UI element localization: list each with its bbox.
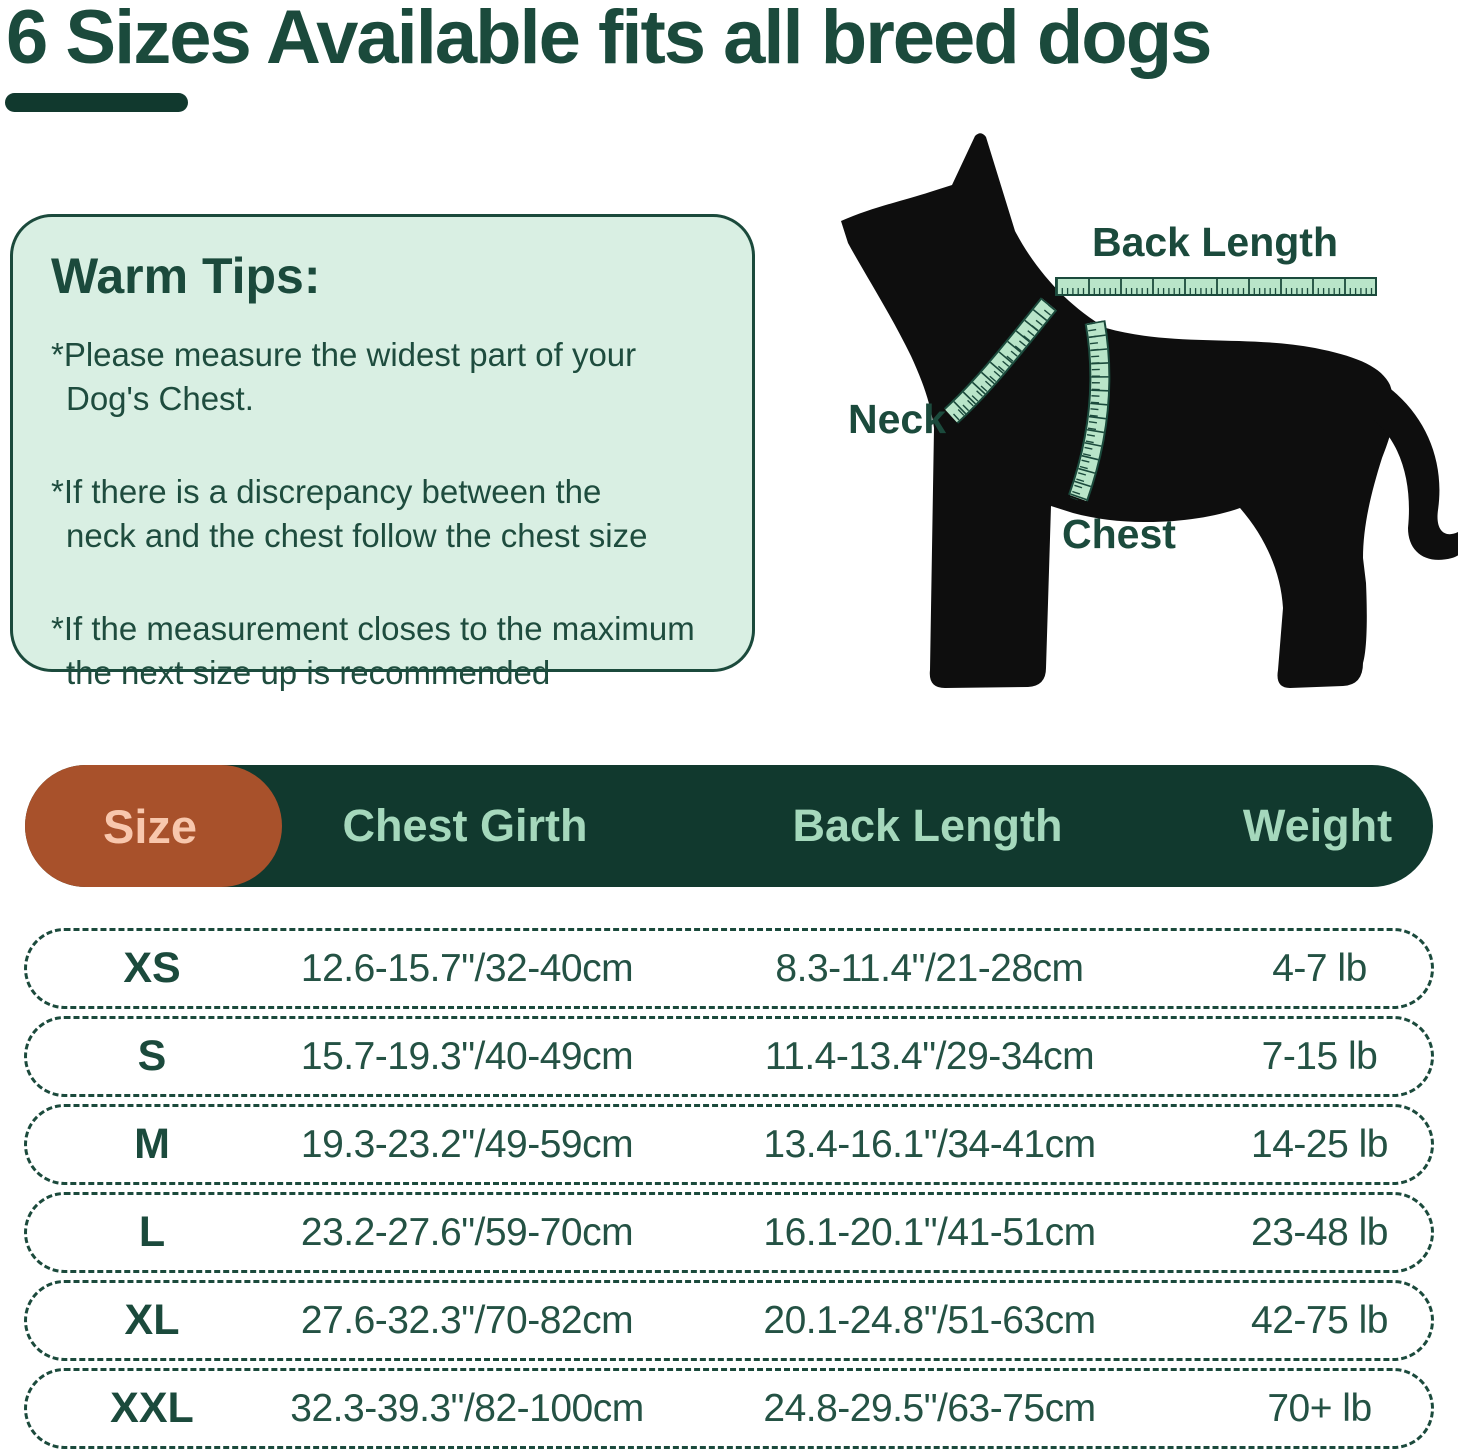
warm-tip-1: *Please measure the widest part of your … [51,333,722,420]
table-row-xxl: XXL 32.3-39.3"/82-100cm 24.8-29.5"/63-75… [24,1368,1434,1449]
title-underline [5,93,188,112]
warm-tip-1-line-2: Dog's Chest. [66,379,254,417]
row-chest-girth: 12.6-15.7"/32-40cm [300,946,634,990]
row-chest-girth: 23.2-27.6"/59-70cm [300,1210,634,1254]
row-back-length: 16.1-20.1"/41-51cm [763,1210,1096,1254]
back-length-ruler [1055,277,1377,296]
row-back-length: 24.8-29.5"/63-75cm [763,1386,1096,1430]
row-back-length: 8.3-11.4"/21-28cm [775,946,1084,990]
row-back-length: 13.4-16.1"/34-41cm [763,1122,1096,1166]
neck-label: Neck [848,396,946,442]
table-row-s: S 15.7-19.3"/40-49cm 11.4-13.4"/29-34cm … [24,1016,1434,1097]
row-chest-girth: 27.6-32.3"/70-82cm [300,1298,634,1342]
row-weight: 14-25 lb [1251,1122,1388,1166]
table-row-xl: XL 27.6-32.3"/70-82cm 20.1-24.8"/51-63cm… [24,1280,1434,1361]
size-table-header: Size Chest Girth Back Length Weight [25,765,1433,887]
dog-diagram-svg: Back Length Neck Chest [841,133,1458,688]
row-size: XXL [110,1384,194,1432]
row-weight: 4-7 lb [1272,946,1367,990]
row-back-length: 20.1-24.8"/51-63cm [763,1298,1096,1342]
page-title: 6 Sizes Available fits all breed dogs [6,0,1212,80]
warm-tips-box: Warm Tips: *Please measure the widest pa… [10,214,755,691]
row-size: L [138,1208,166,1256]
row-weight: 7-15 lb [1261,1034,1378,1078]
row-weight: 23-48 lb [1251,1210,1388,1254]
size-header-pill [25,765,282,887]
header-weight: Weight [1242,800,1393,851]
row-chest-girth: 15.7-19.3"/40-49cm [300,1034,634,1078]
chest-label: Chest [1062,511,1176,557]
table-row-l: L 23.2-27.6"/59-70cm 16.1-20.1"/41-51cm … [24,1192,1434,1273]
warm-tip-2-line-1: *If there is a discrepancy between the [51,473,602,511]
row-size: S [137,1032,167,1080]
row-size: XS [123,944,181,992]
size-table-rows: XS 12.6-15.7"/32-40cm 8.3-11.4"/21-28cm … [24,928,1434,1449]
dog-tail [1372,376,1458,560]
table-row-xs: XS 12.6-15.7"/32-40cm 8.3-11.4"/21-28cm … [24,928,1434,1009]
row-back-length: 11.4-13.4"/29-34cm [764,1034,1095,1078]
warm-tip-2: *If there is a discrepancy between the n… [51,470,722,557]
header-chest-girth: Chest Girth [342,800,588,851]
warm-tips-heading: Warm Tips: [51,248,321,304]
row-weight: 70+ lb [1267,1386,1372,1430]
warm-tip-3-line-2: the next size up is recommended [66,653,551,691]
table-row-m: M 19.3-23.2"/49-59cm 13.4-16.1"/34-41cm … [24,1104,1434,1185]
row-size: XL [124,1296,180,1344]
chest-tape [1068,320,1111,502]
row-chest-girth: 19.3-23.2"/49-59cm [300,1122,634,1166]
row-chest-girth: 32.3-39.3"/82-100cm [290,1386,644,1430]
row-weight: 42-75 lb [1251,1298,1388,1342]
header-size: Size [102,799,198,853]
back-length-label: Back Length [1092,219,1338,265]
row-size: M [134,1120,170,1168]
dog-silhouette [841,133,1458,688]
dog-measurement-diagram: Back Length Neck Chest [778,128,1458,728]
warm-tip-1-line-1: *Please measure the widest part of your [51,336,637,373]
warm-tip-3: *If the measurement closes to the maximu… [51,607,722,694]
warm-tip-2-line-2: neck and the chest follow the chest size [66,516,648,554]
header-back-length: Back Length [792,800,1063,851]
neck-tape [943,297,1058,424]
warm-tip-3-line-1: *If the measurement closes to the maximu… [51,610,695,648]
